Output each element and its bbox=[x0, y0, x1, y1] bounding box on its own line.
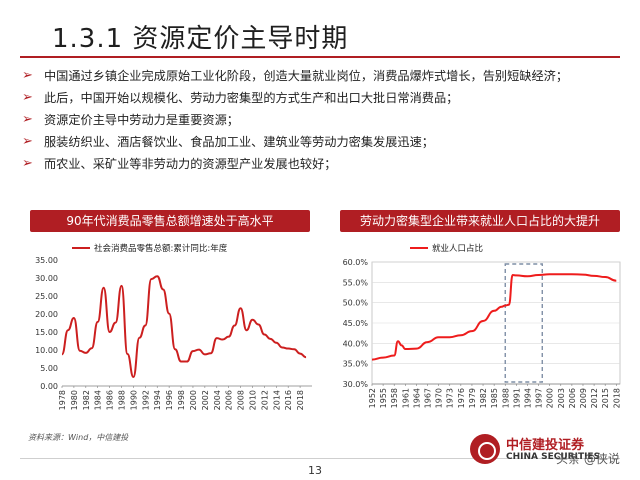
legend-label: 社会消费品零售总额:累计同比:年度 bbox=[94, 243, 228, 254]
bullet-item: ➢ 中国通过乡镇企业完成原始工业化阶段，创造大量就业岗位，消费品爆炸式增长，告别短… bbox=[22, 66, 618, 86]
x-tick-label: 1952 bbox=[368, 388, 377, 408]
x-tick-label: 1955 bbox=[379, 388, 388, 408]
x-tick-label: 2000 bbox=[546, 388, 555, 408]
y-tick-label: 5.00 bbox=[40, 364, 58, 373]
x-tick-label: 1982 bbox=[479, 388, 488, 408]
bullet-item: ➢ 而农业、采矿业等非劳动力的资源型产业发展也较好； bbox=[22, 154, 618, 174]
bullet-item: ➢ 资源定价主导中劳动力是重要资源； bbox=[22, 110, 618, 130]
chart-right-title: 劳动力密集型企业带来就业人口占比的大提升 bbox=[340, 210, 620, 232]
retail-sales-growth-chart: 0.00 5.00 10.00 15.00 20.00 25.00 30.00 35.00 19… bbox=[35, 243, 312, 410]
legend-label: 就业人口占比 bbox=[432, 243, 483, 254]
bullet-text: 服装纺织业、酒店餐饮业、食品加工业、建筑业等劳动力密集发展迅速； bbox=[44, 135, 434, 149]
x-tick-label: 2018 bbox=[296, 390, 305, 410]
x-tick-label: 1986 bbox=[106, 390, 115, 410]
x-tick-label: 2006 bbox=[568, 388, 577, 408]
x-tick-label: 1984 bbox=[94, 390, 103, 410]
x-tick-label: 1980 bbox=[70, 390, 79, 410]
bullet-text: 中国通过乡镇企业完成原始工业化阶段，创造大量就业岗位，消费品爆炸式增长，告别短缺… bbox=[44, 69, 569, 83]
x-tick-label: 1997 bbox=[535, 388, 544, 408]
arrow-right-icon: ➢ bbox=[22, 134, 33, 149]
y-tick-label: 35.0% bbox=[343, 360, 369, 369]
chart-left-title: 90年代消费品零售总额增速处于高水平 bbox=[30, 210, 310, 232]
page-title: 1.3.1 资源定价主导时期 bbox=[52, 24, 349, 54]
x-tick-label: 1992 bbox=[141, 390, 150, 410]
x-tick-label: 2012 bbox=[590, 388, 599, 408]
source-note: 资料来源：Wind，中信建投 bbox=[28, 433, 129, 442]
x-tick-label: 2015 bbox=[601, 388, 610, 408]
bullet-list: ➢ 中国通过乡镇企业完成原始工业化阶段，创造大量就业岗位，消费品爆炸式增长，告别短… bbox=[22, 66, 618, 176]
bullet-text: 资源定价主导中劳动力是重要资源； bbox=[44, 113, 239, 127]
y-tick-label: 55.0% bbox=[343, 278, 369, 287]
y-tick-label: 20.00 bbox=[35, 310, 58, 319]
y-tick-label: 0.00 bbox=[40, 382, 58, 391]
x-tick-label: 1982 bbox=[82, 390, 91, 410]
x-tick-label: 2002 bbox=[201, 390, 210, 410]
series-line bbox=[371, 273, 617, 361]
x-tick-label: 2006 bbox=[225, 390, 234, 410]
y-tick-label: 15.00 bbox=[35, 328, 58, 337]
bullet-text: 而农业、采矿业等非劳动力的资源型产业发展也较好； bbox=[44, 157, 337, 171]
x-tick-label: 1961 bbox=[401, 388, 410, 408]
y-tick-label: 45.0% bbox=[343, 319, 369, 328]
y-tick-label: 30.00 bbox=[35, 274, 58, 283]
x-tick-label: 1970 bbox=[435, 388, 444, 408]
employment-share-chart: 30.0%35.0%40.0%45.0%50.0%55.0%60.0%1952 1… bbox=[343, 243, 622, 408]
x-tick-label: 2003 bbox=[557, 388, 566, 408]
x-tick-label: 1985 bbox=[490, 388, 499, 408]
x-tick-label: 2018 bbox=[612, 388, 621, 408]
watermark: 头条 @侠说 bbox=[556, 452, 620, 466]
company-logo: 中信建投证券 CHINA SECURITIES 头条 @侠说 bbox=[470, 432, 630, 472]
x-tick-label: 1996 bbox=[165, 390, 174, 410]
x-tick-label: 2014 bbox=[272, 390, 281, 410]
y-tick-label: 30.0% bbox=[343, 380, 369, 389]
x-tick-label: 1978 bbox=[58, 390, 67, 410]
arrow-right-icon: ➢ bbox=[22, 68, 33, 83]
y-tick-label: 40.0% bbox=[343, 339, 369, 348]
x-tick-label: 1994 bbox=[153, 390, 162, 410]
logo-text-en: CHINA SECURITIES bbox=[506, 452, 601, 462]
x-tick-label: 1988 bbox=[118, 390, 127, 410]
x-tick-label: 1976 bbox=[457, 388, 466, 408]
x-tick-label: 1994 bbox=[523, 388, 532, 408]
title-divider bbox=[20, 56, 620, 58]
x-tick-label: 1958 bbox=[390, 388, 399, 408]
x-tick-label: 1973 bbox=[446, 388, 455, 408]
x-tick-label: 2010 bbox=[248, 390, 257, 410]
x-tick-label: 2012 bbox=[260, 390, 269, 410]
logo-text-cn: 中信建投证券 bbox=[506, 438, 585, 453]
x-tick-label: 1998 bbox=[177, 390, 186, 410]
arrow-right-icon: ➢ bbox=[22, 156, 33, 171]
logo-mark-icon bbox=[470, 434, 500, 464]
x-tick-label: 2004 bbox=[213, 390, 222, 410]
y-tick-label: 35.00 bbox=[35, 256, 58, 265]
y-tick-label: 10.00 bbox=[35, 346, 58, 355]
x-tick-label: 2008 bbox=[237, 390, 246, 410]
x-tick-label: 1991 bbox=[512, 388, 521, 408]
bullet-item: ➢ 此后，中国开始以规模化、劳动力密集型的方式生产和出口大批日常消费品； bbox=[22, 88, 618, 108]
x-tick-label: 2009 bbox=[579, 388, 588, 408]
x-tick-label: 1990 bbox=[129, 390, 138, 410]
x-tick-label: 2000 bbox=[189, 390, 198, 410]
page-number: 13 bbox=[308, 464, 322, 477]
x-tick-label: 1967 bbox=[424, 388, 433, 408]
x-tick-label: 1964 bbox=[412, 388, 421, 408]
footer-divider bbox=[20, 458, 620, 459]
arrow-right-icon: ➢ bbox=[22, 90, 33, 105]
bullet-text: 此后，中国开始以规模化、劳动力密集型的方式生产和出口大批日常消费品； bbox=[44, 91, 459, 105]
x-tick-label: 1988 bbox=[501, 388, 510, 408]
x-tick-label: 1979 bbox=[468, 388, 477, 408]
y-tick-label: 60.0% bbox=[343, 258, 369, 267]
arrow-right-icon: ➢ bbox=[22, 112, 33, 127]
bullet-item: ➢ 服装纺织业、酒店餐饮业、食品加工业、建筑业等劳动力密集发展迅速； bbox=[22, 132, 618, 152]
y-tick-label: 25.00 bbox=[35, 292, 58, 301]
x-tick-label: 2016 bbox=[284, 390, 293, 410]
y-tick-label: 50.0% bbox=[343, 299, 369, 308]
series-line bbox=[61, 275, 307, 379]
